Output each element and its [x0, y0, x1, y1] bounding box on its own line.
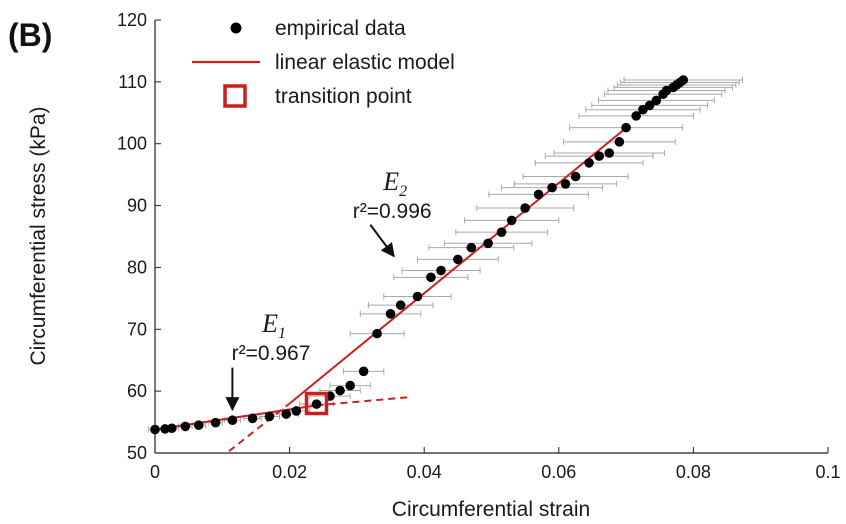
data-point [614, 137, 625, 147]
data-point [372, 328, 382, 339]
x-axis-title: Circumferential strain [392, 498, 590, 521]
data-point [412, 291, 423, 302]
y-tick-label: 100 [117, 134, 147, 154]
data-point [533, 189, 544, 200]
annotation-r2-E1: r²=0.967 [232, 342, 311, 365]
data-point [167, 423, 177, 434]
y-tick-label: 70 [127, 319, 147, 339]
data-point [651, 95, 662, 106]
data-point [247, 413, 258, 424]
data-point [621, 122, 631, 133]
x-tick-label: 0.04 [407, 462, 442, 482]
fit-line-dashed [228, 402, 291, 452]
data-point [227, 415, 238, 426]
data-point [678, 75, 689, 85]
data-point [150, 424, 160, 435]
data-point [466, 242, 477, 253]
data-point [345, 380, 355, 391]
y-tick-label: 90 [127, 196, 147, 216]
data-point [395, 300, 406, 310]
data-point [483, 238, 493, 249]
data-point [426, 272, 436, 283]
y-axis-title: Circumferential stress (kPa) [27, 106, 50, 365]
x-tick-label: 0 [150, 462, 160, 482]
transition-marker [304, 391, 329, 416]
data-point [193, 420, 204, 430]
data-point [644, 100, 655, 111]
annotation-symbol-E1: E1 [261, 309, 286, 342]
data-point [385, 309, 396, 319]
y-axis-ticks: 50 60 70 80 90 100 110 120 [117, 10, 161, 463]
annotation-arrow-E2 [369, 224, 395, 258]
x-tick-label: 0.08 [676, 462, 711, 482]
fit-line-dashed [316, 396, 408, 407]
data-point [335, 385, 345, 396]
x-tick-label: 0.02 [272, 462, 307, 482]
data-point [631, 111, 641, 121]
plot-frame [154, 20, 828, 454]
x-axis-ticks: 0 0.02 0.04 0.06 0.08 0.1 [150, 447, 841, 482]
y-tick-label: 50 [127, 443, 147, 463]
data-point [210, 417, 221, 428]
data-point [496, 227, 507, 237]
data-point [584, 158, 594, 168]
data-point [560, 179, 571, 189]
annotation-subscript: 1 [278, 325, 286, 342]
legend: empirical data linear elastic model transi… [192, 17, 455, 108]
transition-point-square [304, 391, 329, 416]
data-point [570, 171, 581, 182]
y-tick-label: 110 [118, 72, 147, 92]
data-point [506, 215, 517, 226]
data-point [264, 411, 275, 422]
error-bars [147, 77, 744, 433]
data-point [594, 151, 604, 161]
annotation-r2-E2: r²=0.996 [353, 200, 432, 223]
legend-label: empirical data [275, 17, 406, 40]
data-point [547, 182, 557, 193]
data-point [604, 148, 615, 158]
panel-label: (B) [8, 17, 52, 53]
data-point [358, 366, 369, 377]
legend-dot-marker [230, 22, 242, 34]
data-point [291, 406, 302, 416]
annotation-subscript: 2 [399, 183, 407, 200]
legend-label: linear elastic model [275, 51, 455, 74]
data-point [520, 203, 530, 213]
data-points [150, 75, 689, 435]
y-tick-label: 80 [127, 257, 147, 277]
legend-square-marker [223, 84, 247, 108]
data-point [436, 265, 446, 276]
y-tick-label: 60 [127, 381, 147, 401]
data-point [281, 409, 292, 419]
annotation-symbol-E2: E2 [382, 167, 407, 200]
data-point [180, 421, 191, 432]
legend-label: transition point [275, 85, 412, 108]
x-tick-label: 0.1 [815, 462, 840, 482]
y-tick-label: 120 [117, 10, 147, 30]
fit-line-solid [288, 124, 631, 405]
x-tick-label: 0.06 [541, 462, 576, 482]
data-point [453, 254, 463, 265]
data-point [311, 399, 322, 409]
